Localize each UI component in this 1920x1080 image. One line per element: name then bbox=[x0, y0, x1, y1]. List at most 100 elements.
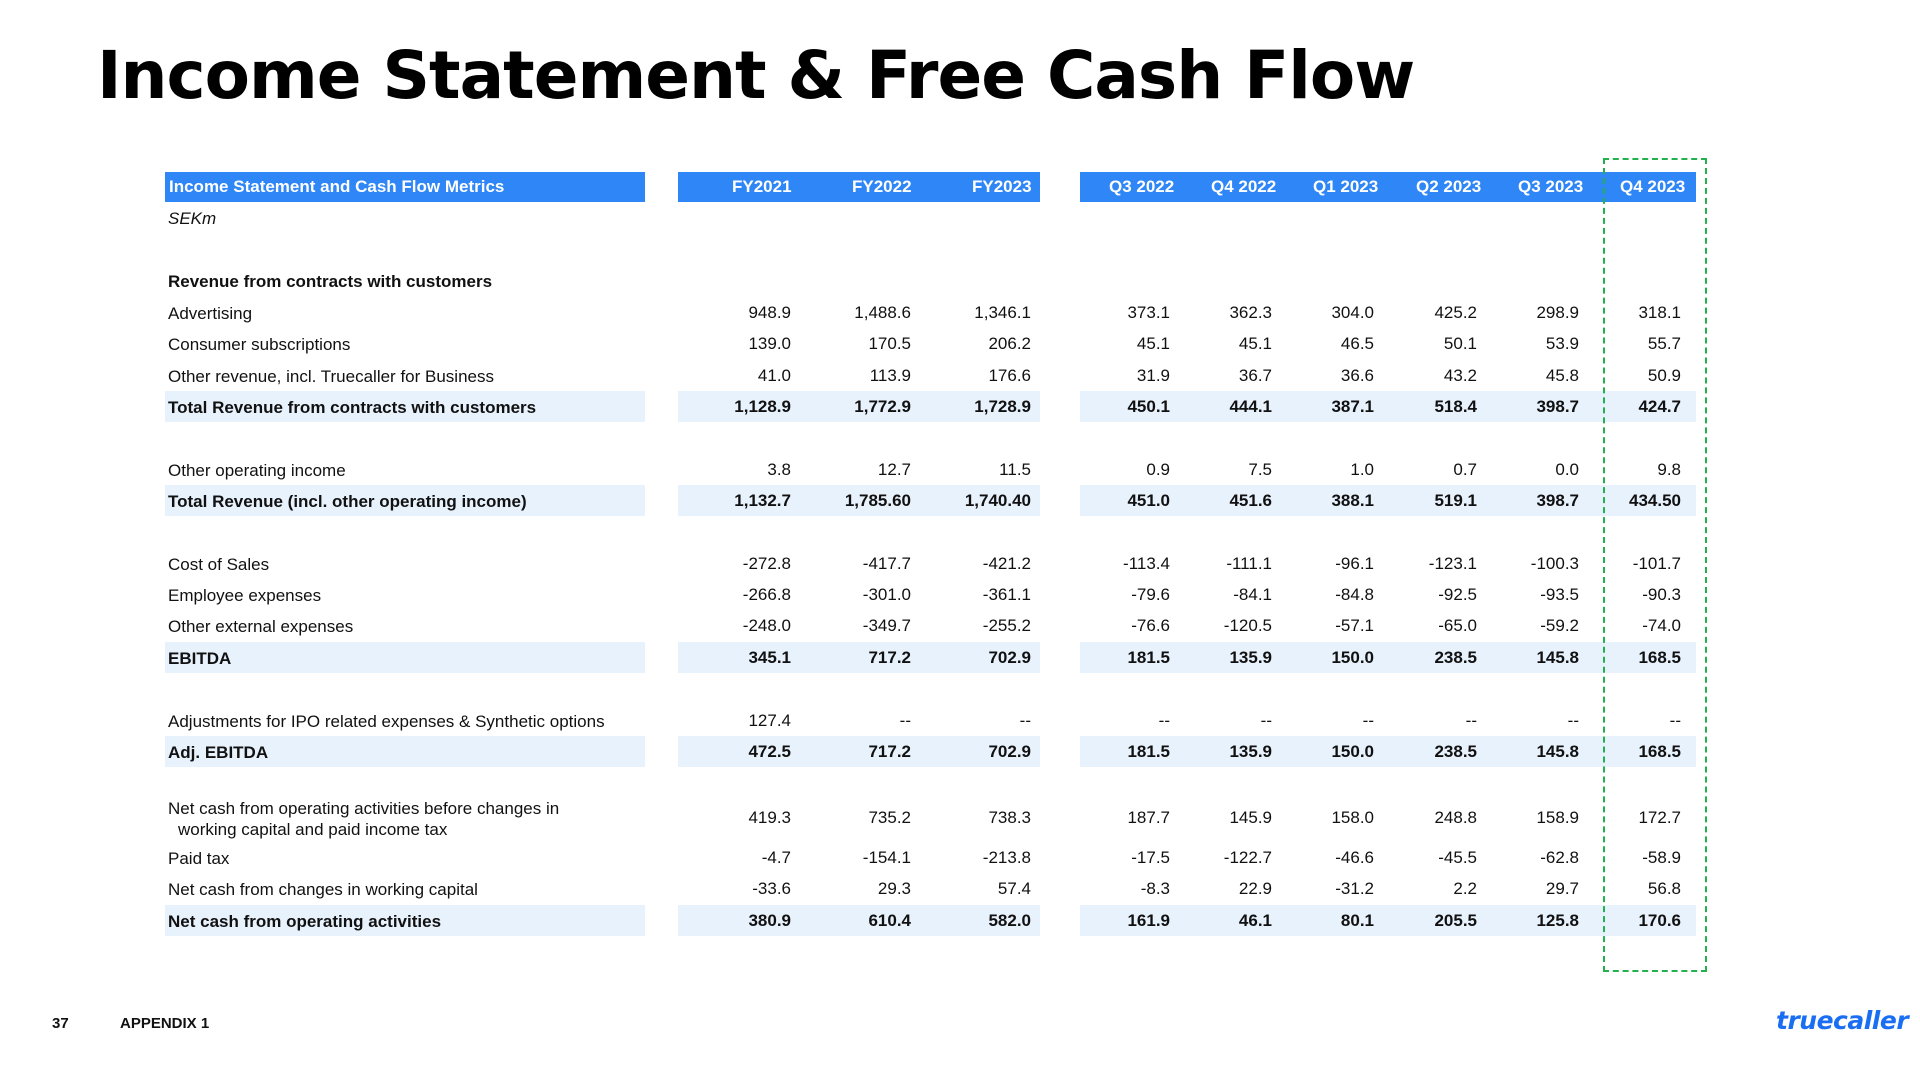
table-cell: 717.2 bbox=[868, 648, 911, 667]
table-cell: 176.6 bbox=[988, 366, 1031, 385]
table-cell: 50.1 bbox=[1443, 334, 1477, 353]
col-header-q3-2022: Q3 2022 bbox=[1109, 177, 1175, 196]
row-label: Total Revenue (incl. other operating inc… bbox=[168, 491, 648, 512]
row-label-line: Employee expenses bbox=[168, 586, 322, 605]
table-cell: -113.4 bbox=[1123, 554, 1170, 573]
table-cell: 145.9 bbox=[1229, 808, 1272, 827]
row-label: Other external expenses bbox=[168, 616, 648, 637]
table-cell: -213.8 bbox=[982, 848, 1031, 867]
row-label-line: Adj. EBITDA bbox=[168, 743, 269, 762]
row-label: Net cash from operating activities befor… bbox=[168, 798, 648, 840]
table-cell: -90.3 bbox=[1642, 585, 1681, 604]
total-row-band bbox=[1080, 642, 1696, 673]
total-row-band bbox=[165, 391, 645, 422]
table-cell: 31.9 bbox=[1136, 366, 1170, 385]
table-cell: 43.2 bbox=[1443, 366, 1477, 385]
table-cell: -92.5 bbox=[1438, 585, 1477, 604]
table-cell: 1,488.6 bbox=[854, 303, 911, 322]
col-header-q3-2023: Q3 2023 bbox=[1518, 177, 1584, 196]
table-cell: 45.1 bbox=[1136, 334, 1170, 353]
table-cell: -74.0 bbox=[1642, 616, 1681, 635]
table-cell: 45.8 bbox=[1545, 366, 1579, 385]
table-cell: 170.6 bbox=[1638, 911, 1681, 930]
table-cell: -4.7 bbox=[761, 848, 791, 867]
table-cell: 29.3 bbox=[877, 879, 911, 898]
table-cell: -17.5 bbox=[1131, 848, 1170, 867]
total-row-band bbox=[678, 485, 1040, 516]
col-header-q4-2023: Q4 2023 bbox=[1620, 177, 1686, 196]
table-cell: 318.1 bbox=[1638, 303, 1681, 322]
row-label: Net cash from operating activities bbox=[168, 911, 648, 932]
table-cell: 1,132.7 bbox=[734, 491, 791, 510]
table-cell: -- bbox=[1362, 711, 1374, 730]
table-cell: 45.1 bbox=[1238, 334, 1272, 353]
table-cell: -96.1 bbox=[1335, 554, 1374, 573]
table-cell: 170.5 bbox=[868, 334, 911, 353]
table-cell: -8.3 bbox=[1140, 879, 1170, 898]
col-header-q1-2023: Q1 2023 bbox=[1313, 177, 1379, 196]
table-cell: -31.2 bbox=[1335, 879, 1374, 898]
row-label: Adjustments for IPO related expenses & S… bbox=[168, 711, 648, 732]
table-cell: 451.6 bbox=[1229, 491, 1272, 510]
table-cell: 451.0 bbox=[1127, 491, 1170, 510]
table-cell: 362.3 bbox=[1229, 303, 1272, 322]
footer-section-label: APPENDIX 1 bbox=[120, 1015, 210, 1032]
table-cell: -361.1 bbox=[982, 585, 1031, 604]
table-cell: 717.2 bbox=[868, 742, 911, 761]
table-cell: -- bbox=[1019, 711, 1031, 730]
table-cell: 248.8 bbox=[1434, 808, 1477, 827]
table-cell: -58.9 bbox=[1642, 848, 1681, 867]
table-cell: 702.9 bbox=[988, 648, 1031, 667]
table-cell: -- bbox=[1669, 711, 1681, 730]
table-header-label: Income Statement and Cash Flow Metrics bbox=[169, 177, 505, 196]
table-cell: 135.9 bbox=[1229, 648, 1272, 667]
table-cell: -84.8 bbox=[1335, 585, 1374, 604]
table-cell: -154.1 bbox=[862, 848, 911, 867]
row-label-line: Total Revenue from contracts with custom… bbox=[168, 398, 537, 417]
row-label-line: Advertising bbox=[168, 304, 253, 323]
table-cell: 46.1 bbox=[1238, 911, 1272, 930]
table-cell: -417.7 bbox=[862, 554, 911, 573]
total-row-band bbox=[1080, 736, 1696, 767]
table-cell: 55.7 bbox=[1647, 334, 1681, 353]
table-cell: 424.7 bbox=[1638, 397, 1681, 416]
row-label-line: Paid tax bbox=[168, 849, 230, 868]
table-cell: 702.9 bbox=[988, 742, 1031, 761]
col-header-fy2021: FY2021 bbox=[732, 177, 792, 196]
row-label: EBITDA bbox=[168, 648, 648, 669]
table-cell: 168.5 bbox=[1638, 648, 1681, 667]
page-title: Income Statement & Free Cash Flow bbox=[97, 37, 1415, 114]
table-cell: 7.5 bbox=[1248, 460, 1272, 479]
table-cell: 345.1 bbox=[748, 648, 791, 667]
table-cell: -301.0 bbox=[862, 585, 911, 604]
table-cell: 158.0 bbox=[1331, 808, 1374, 827]
table-cell: -122.7 bbox=[1223, 848, 1272, 867]
row-label: Total Revenue from contracts with custom… bbox=[168, 397, 648, 418]
table-cell: 1,772.9 bbox=[854, 397, 911, 416]
table-cell: 29.7 bbox=[1545, 879, 1579, 898]
table-cell: -45.5 bbox=[1438, 848, 1477, 867]
table-cell: 187.7 bbox=[1127, 808, 1170, 827]
total-row-band bbox=[165, 736, 645, 767]
table-cell: -- bbox=[1465, 711, 1477, 730]
table-cell: -62.8 bbox=[1540, 848, 1579, 867]
table-cell: 206.2 bbox=[988, 334, 1031, 353]
table-cell: -421.2 bbox=[982, 554, 1031, 573]
table-cell: 113.9 bbox=[869, 366, 911, 385]
row-label-line: working capital and paid income tax bbox=[178, 820, 448, 839]
table-cell: -- bbox=[899, 711, 911, 730]
table-cell: 582.0 bbox=[988, 911, 1031, 930]
table-cell: -349.7 bbox=[862, 616, 911, 635]
table-cell: 11.5 bbox=[999, 460, 1031, 479]
row-label: Net cash from changes in working capital bbox=[168, 879, 648, 900]
row-label: Advertising bbox=[168, 303, 648, 324]
table-cell: 172.7 bbox=[1638, 808, 1681, 827]
table-cell: 1,785.60 bbox=[844, 491, 911, 510]
table-cell: 205.5 bbox=[1434, 911, 1477, 930]
table-cell: -59.2 bbox=[1540, 616, 1579, 635]
table-cell: -76.6 bbox=[1131, 616, 1170, 635]
table-cell: 181.5 bbox=[1127, 648, 1170, 667]
table-cell: -111.1 bbox=[1226, 554, 1272, 573]
table-cell: -79.6 bbox=[1131, 585, 1170, 604]
total-row-band bbox=[165, 905, 645, 936]
